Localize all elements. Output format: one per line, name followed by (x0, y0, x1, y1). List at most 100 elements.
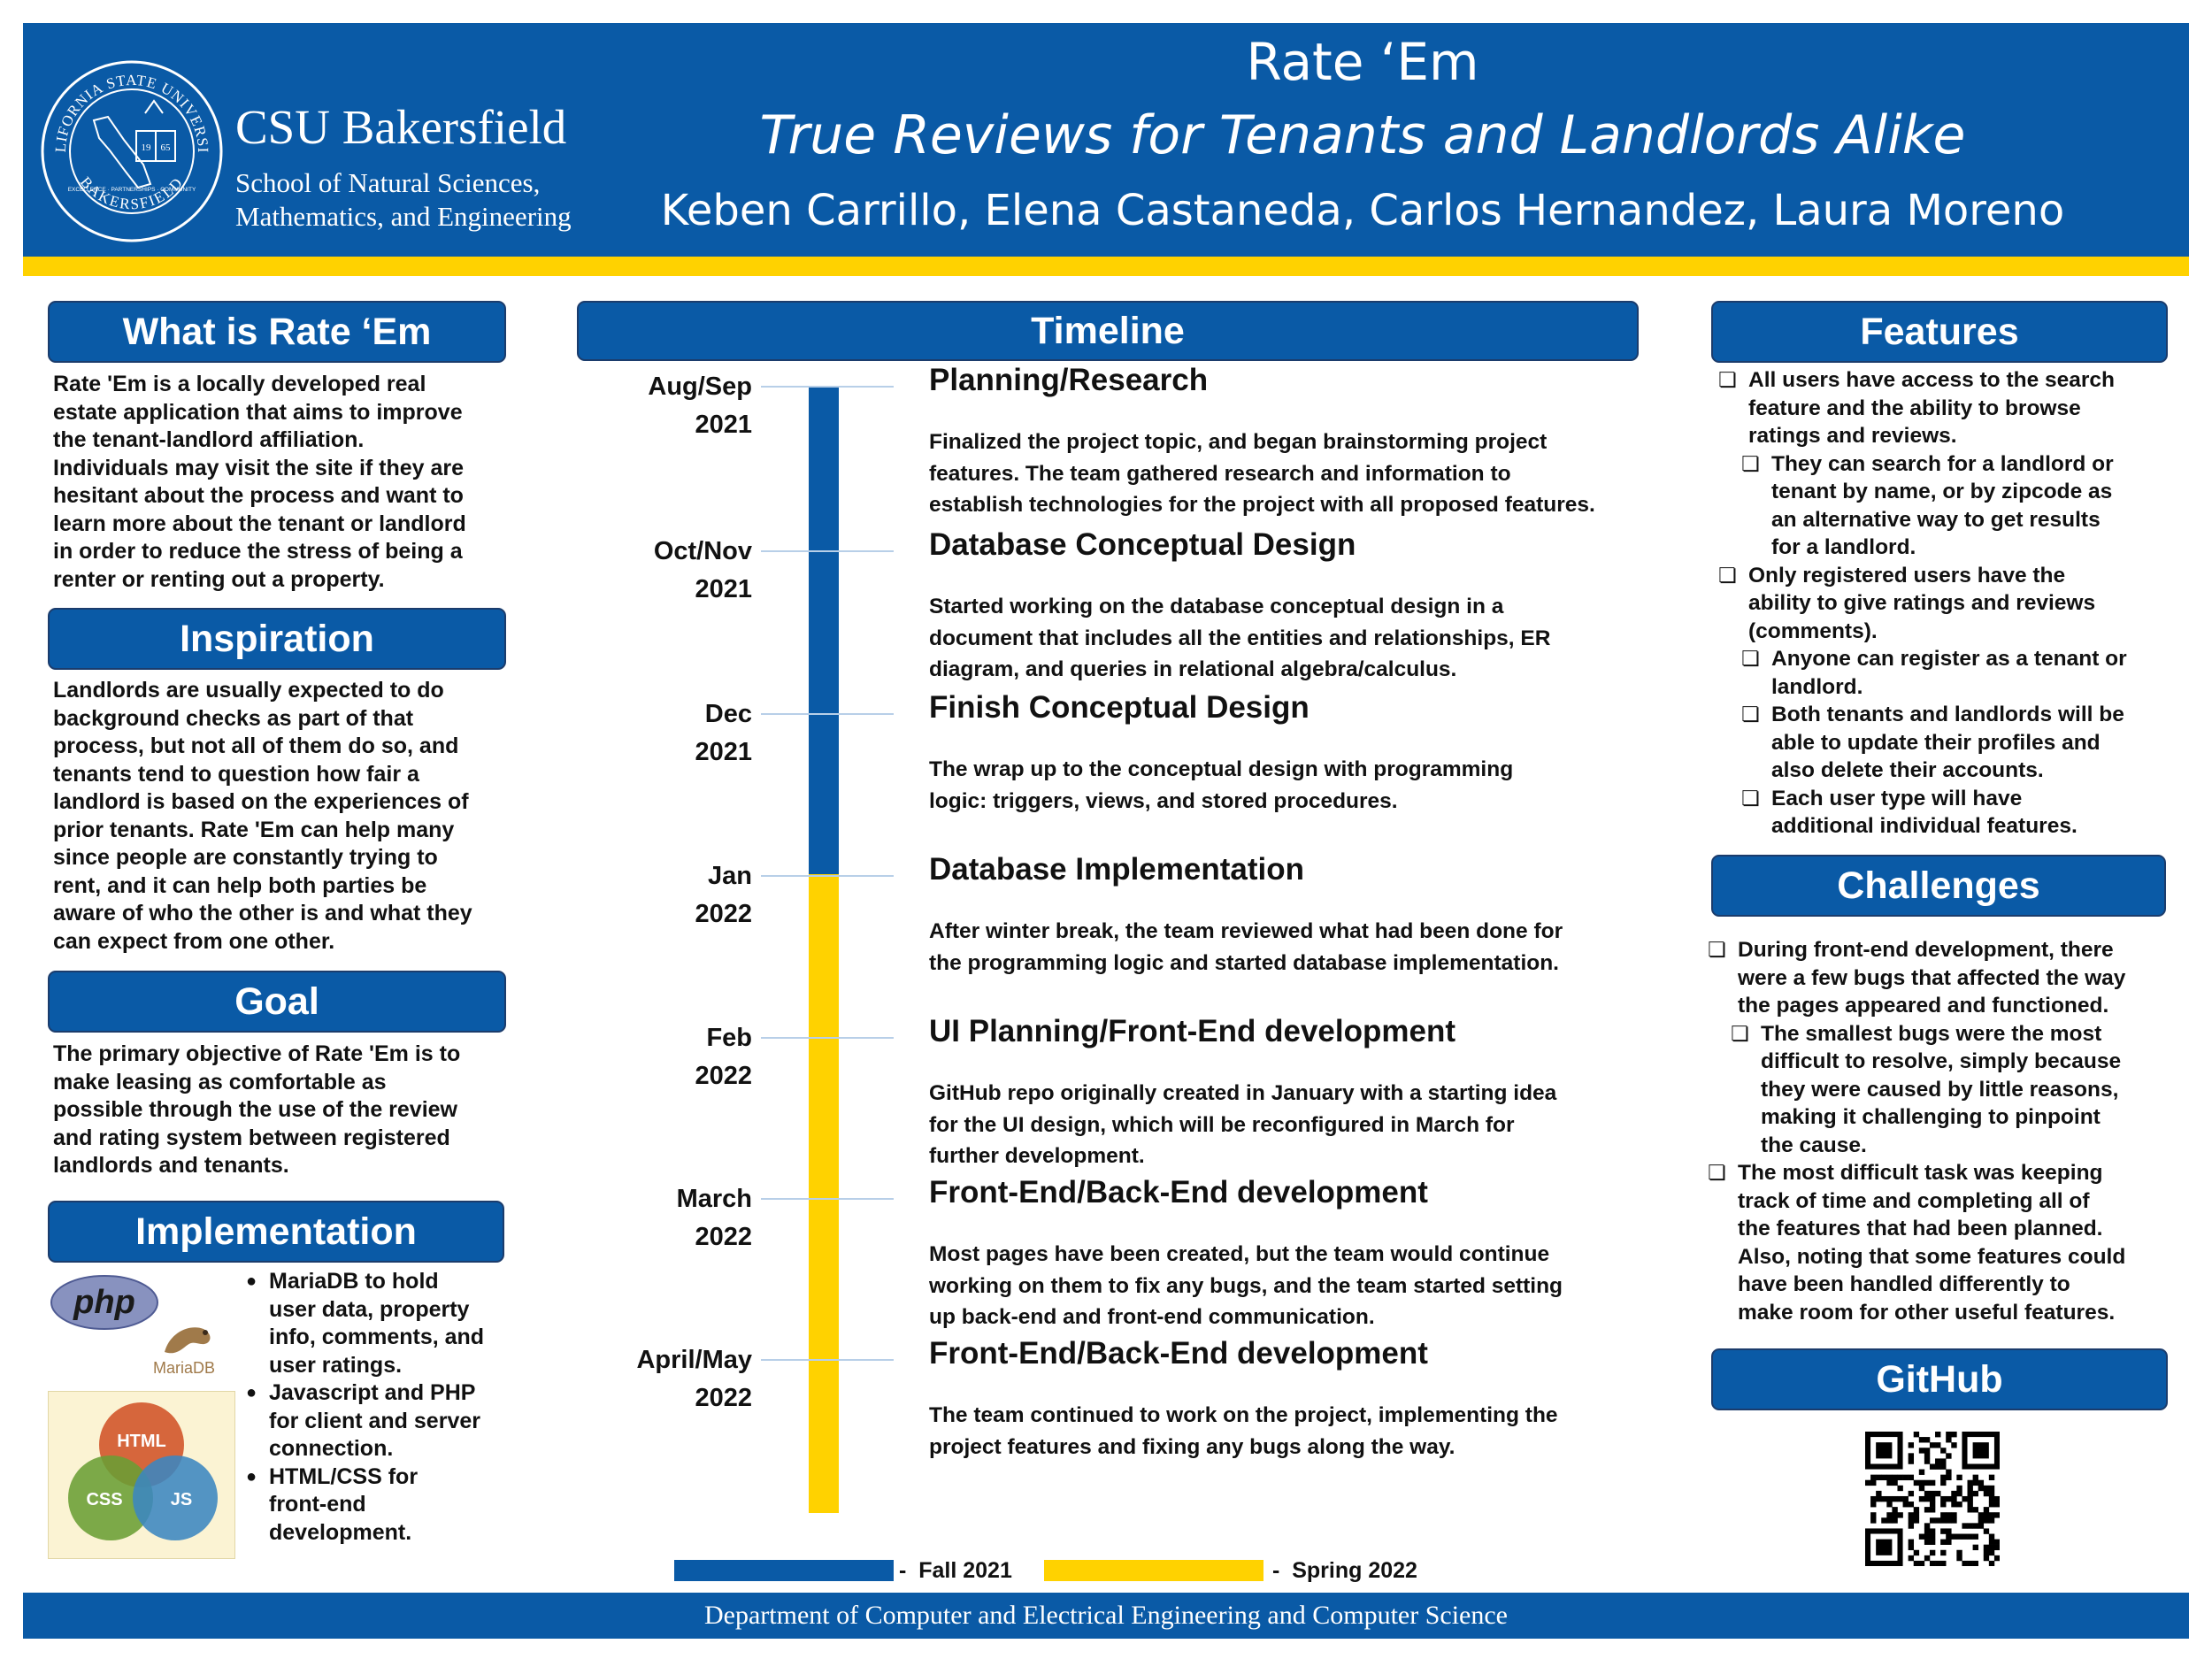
timeline-tick (761, 550, 894, 552)
timeline-entry-line: diagram, and queries in relational algeb… (929, 657, 1457, 681)
timeline-heading: Timeline (577, 301, 1639, 361)
challenge-item: The smallest bugs were the most difficult… (1731, 1020, 2171, 1160)
timeline-entry-line: Most pages have been created, but the te… (929, 1242, 1550, 1266)
features-list: All users have access to the search featu… (1718, 366, 2173, 841)
school-name: School of Natural Sciences, Mathematics,… (235, 166, 572, 234)
timeline-entry-title: Front-End/Back-End development (929, 1336, 1428, 1371)
feature-item-line: able to update their profiles and (1771, 730, 2101, 755)
challenge-item-line: were a few bugs that affected the way (1738, 965, 2126, 990)
challenge-item: During front-end development, there were … (1708, 936, 2171, 1020)
timeline-entry-line: logic: triggers, views, and stored proce… (929, 788, 1398, 813)
implementation-line: for client and server (269, 1408, 480, 1433)
implementation-item: ● Javascript and PHP for client and server… (246, 1379, 520, 1463)
challenge-item: The most difficult task was keeping track… (1708, 1159, 2171, 1326)
timeline-tick (761, 875, 894, 877)
university-name: CSU Bakersfield (235, 100, 567, 154)
timeline-entry-text: The team continued to work on the projec… (929, 1400, 1655, 1463)
goal-line: possible through the use of the review (53, 1097, 458, 1122)
inspiration-line: Landlords are usually expected to do (53, 678, 444, 703)
timeline-entry-title: Planning/Research (929, 363, 1209, 397)
timeline-entry-line: The wrap up to the conceptual design wit… (929, 757, 1514, 781)
what-is-line: learn more about the tenant or landlord (53, 511, 466, 536)
timeline-date-year: 2022 (695, 1384, 752, 1412)
implementation-line: Javascript and PHP (269, 1380, 476, 1405)
feature-item-line: Both tenants and landlords will be (1771, 703, 2124, 726)
implementation-line: connection. (269, 1436, 394, 1461)
feature-item-line: feature and the ability to browse (1748, 396, 2081, 420)
svg-text:EXCELLENCE · PARTNERSHIPS · CO: EXCELLENCE · PARTNERSHIPS · COMMUNITY (68, 187, 196, 193)
goal-line: and rating system between registered (53, 1125, 450, 1150)
feature-item: They can search for a landlord or tenant … (1741, 450, 2173, 562)
what-is-line: estate application that aims to improve (53, 399, 463, 425)
feature-item-line: (comments). (1748, 618, 1878, 643)
implementation-item: ● MariaDB to hold user data, property info,… (246, 1268, 520, 1379)
timeline-date: Feb 2022 (575, 1019, 752, 1095)
implementation-line: front-end (269, 1492, 366, 1517)
feature-item-line: tenant by name, or by zipcode as (1771, 480, 2113, 503)
timeline-tick (761, 1198, 894, 1200)
challenge-item-line: make room for other useful features. (1738, 1300, 2116, 1325)
inspiration-line: can expect from one other. (53, 928, 335, 954)
bullet-icon: ● (246, 1466, 257, 1486)
timeline-entry-line: Started working on the database conceptu… (929, 595, 1504, 618)
github-heading: GitHub (1711, 1348, 2168, 1410)
svg-text:php: php (73, 1284, 135, 1321)
inspiration-heading: Inspiration (48, 608, 506, 670)
mariadb-logo: MariaDB (153, 1327, 215, 1377)
timeline-date: Jan 2022 (575, 857, 752, 933)
timeline-entry-line: working on them to fix any bugs, and the… (929, 1273, 1563, 1298)
bullet-icon: ● (246, 1383, 257, 1402)
timeline-date-year: 2022 (695, 1062, 752, 1090)
feature-item: Each user type will have additional indiv… (1741, 785, 2173, 841)
timeline: Aug/Sep 2021 Planning/Research Finalized th… (575, 363, 1655, 1522)
what-is-line: renter or renting out a property. (53, 566, 385, 592)
timeline-date-year: 2021 (695, 738, 752, 766)
what-is-line: Individuals may visit the site if they a… (53, 455, 465, 480)
feature-item-line: for a landlord. (1771, 535, 1916, 559)
timeline-date: April/May 2022 (575, 1341, 752, 1417)
timeline-entry-title: Finish Conceptual Design (929, 690, 1310, 725)
inspiration-line: tenants tend to question how fair a (53, 761, 419, 787)
timeline-date-period: Oct/Nov (653, 537, 752, 565)
timeline-date-period: Jan (708, 862, 752, 890)
challenge-item-line: the features that had been planned. (1738, 1217, 2103, 1240)
timeline-bar-fall (809, 388, 839, 874)
timeline-entry-text: Finalized the project topic, and began b… (929, 426, 1655, 521)
feature-item-line: an alternative way to get results (1771, 507, 2101, 532)
implementation-line: user data, property (269, 1296, 470, 1322)
implementation-item: ● HTML/CSS for front-end development. (246, 1463, 520, 1548)
timeline-date-year: 2022 (695, 900, 752, 928)
timeline-entry-line: for the UI design, which will be reconfi… (929, 1112, 1515, 1137)
github-qr-code[interactable] (1865, 1432, 2000, 1566)
feature-item-line: They can search for a landlord or (1771, 451, 2114, 476)
feature-item-line: Each user type will have (1771, 786, 2023, 810)
implementation-line: development. (269, 1519, 412, 1545)
timeline-date-period: March (676, 1185, 752, 1213)
legend-fall: - Fall 2021 (899, 1558, 1012, 1583)
timeline-tick (761, 1037, 894, 1039)
feature-item-line: ratings and reviews. (1748, 424, 1957, 448)
svg-text:19: 19 (142, 142, 152, 153)
inspiration-line: process, but not all of them do so, and (53, 733, 459, 758)
inspiration-line: prior tenants. Rate 'Em can help many (53, 817, 455, 842)
implementation-heading: Implementation (48, 1201, 504, 1263)
what-is-line: the tenant-landlord affiliation. (53, 427, 365, 452)
feature-item: All users have access to the search featu… (1718, 366, 2173, 450)
poster-title: Rate ‘Em (1246, 32, 1479, 92)
challenge-item-line: track of time and completing all of (1738, 1188, 2090, 1213)
timeline-date-year: 2022 (695, 1223, 752, 1251)
feature-item-line: ability to give ratings and reviews (1748, 591, 2096, 615)
timeline-date: Aug/Sep 2021 (575, 368, 752, 444)
timeline-entry-line: document that includes all the entities … (929, 626, 1551, 650)
timeline-tick (761, 386, 894, 388)
inspiration-line: since people are constantly trying to (53, 845, 438, 870)
svg-text:CSS: CSS (86, 1490, 122, 1509)
challenges-list: During front-end development, there were … (1708, 936, 2171, 1326)
timeline-entry-line: project features and fixing any bugs alo… (929, 1434, 1455, 1459)
inspiration-line: background checks as part of that (53, 705, 414, 731)
timeline-entry-text: The wrap up to the conceptual design wit… (929, 754, 1655, 817)
feature-item-line: All users have access to the search (1748, 368, 2115, 392)
timeline-entry-line: Finalized the project topic, and began b… (929, 430, 1548, 454)
timeline-date-year: 2021 (695, 575, 752, 603)
timeline-entry-line: features. The team gathered research and… (929, 461, 1511, 486)
